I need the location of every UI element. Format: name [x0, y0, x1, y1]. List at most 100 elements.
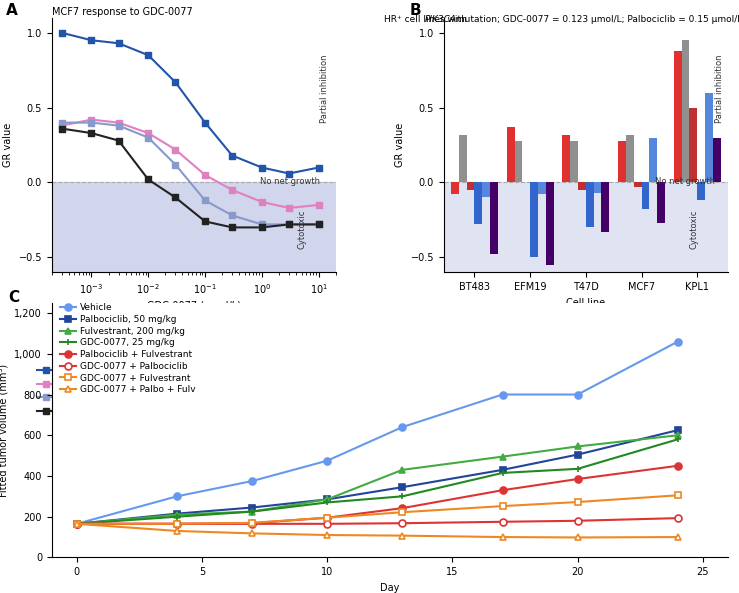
Line: GDC-0077, 25 mg/kg: GDC-0077, 25 mg/kg: [73, 436, 681, 527]
Bar: [681, 40, 689, 183]
Bar: [490, 183, 498, 254]
Bar: [705, 93, 713, 183]
Bar: [545, 183, 554, 265]
Text: No net growth: No net growth: [655, 177, 715, 186]
Point: [256, 219, 268, 229]
GDC-0077 + Palbociclib: [172, 520, 181, 527]
Bar: [689, 107, 698, 183]
Point: [200, 196, 211, 205]
Point: [283, 203, 295, 213]
Palbociclib + Fulvestrant: [248, 519, 256, 527]
Point: [313, 162, 324, 172]
Palbociclib, 50 mg/kg: [248, 504, 256, 511]
GDC-0077 + Fulvestrant: [172, 520, 181, 527]
Point: [143, 50, 154, 60]
GDC-0077 + Palbociclib: [72, 520, 81, 527]
X-axis label: Day: Day: [380, 583, 400, 592]
Palbociclib + Fulvestrant: [323, 514, 332, 521]
Bar: [474, 183, 483, 224]
Bar: [602, 183, 609, 232]
Bar: [586, 183, 593, 227]
Bar: [634, 183, 641, 187]
Vehicle: [323, 457, 332, 464]
Palbociclib + Fulvestrant: [673, 462, 682, 469]
GDC-0077 + Palbociclib: [323, 520, 332, 527]
GDC-0077 + Fulvestrant: [72, 520, 81, 527]
Bar: [571, 141, 578, 183]
Point: [112, 136, 124, 145]
GDC-0077 + Fulvestrant: [323, 514, 332, 521]
Line: Palbociclib, 50 mg/kg: Palbociclib, 50 mg/kg: [73, 427, 681, 527]
GDC-0077 + Fulvestrant: [398, 509, 406, 516]
Text: PIK3CA: PIK3CA: [425, 15, 457, 24]
Bar: [578, 183, 586, 190]
Legend: GDC-0077, GDC-0077 –E2, GDC-0077 + Palbociclib, GDC-0077 + Palbociclib –E2: GDC-0077, GDC-0077 –E2, GDC-0077 + Palbo…: [33, 348, 190, 419]
Bar: [530, 183, 538, 257]
Fulvestrant, 200 mg/kg: [573, 443, 582, 450]
Palbociclib + Fulvestrant: [573, 476, 582, 483]
Point: [86, 115, 98, 125]
GDC-0077 + Palbociclib: [573, 517, 582, 524]
Point: [226, 211, 238, 220]
Point: [143, 128, 154, 138]
Bar: [698, 183, 705, 200]
Point: [313, 219, 324, 229]
Vehicle: [573, 391, 582, 398]
Vehicle: [172, 493, 181, 500]
Palbociclib + Fulvestrant: [72, 520, 81, 527]
Bar: [562, 135, 571, 183]
GDC-0077, 25 mg/kg: [72, 520, 81, 527]
Point: [200, 216, 211, 226]
Vehicle: [398, 423, 406, 431]
Vehicle: [498, 391, 507, 398]
Point: [169, 160, 181, 169]
GDC-0077, 25 mg/kg: [248, 508, 256, 515]
Bar: [618, 141, 626, 183]
Palbociclib, 50 mg/kg: [72, 520, 81, 527]
Text: Cytotoxic: Cytotoxic: [297, 209, 306, 248]
Bar: [483, 183, 490, 197]
Vehicle: [673, 338, 682, 345]
Point: [86, 128, 98, 138]
Fulvestrant, 200 mg/kg: [673, 432, 682, 439]
Text: B: B: [409, 2, 421, 18]
Bar: [459, 135, 466, 183]
GDC-0077 + Palbo + Fulv: [398, 532, 406, 539]
Fulvestrant, 200 mg/kg: [172, 511, 181, 518]
Palbociclib, 50 mg/kg: [673, 426, 682, 433]
Bar: [650, 138, 657, 183]
Bar: [52, 183, 336, 272]
Bar: [657, 183, 665, 223]
GDC-0077, 25 mg/kg: [673, 436, 682, 443]
GDC-0077 + Palbo + Fulv: [172, 527, 181, 534]
Y-axis label: GR value: GR value: [3, 123, 13, 167]
Point: [169, 78, 181, 87]
Palbociclib + Fulvestrant: [498, 487, 507, 494]
Bar: [514, 141, 522, 183]
GDC-0077, 25 mg/kg: [398, 493, 406, 500]
Legend: Vehicle, Palbociclib, 50 mg/kg, Fulvestrant, 200 mg/kg, GDC-0077, 25 mg/kg, Palb: Vehicle, Palbociclib, 50 mg/kg, Fulvestr…: [56, 299, 199, 398]
Text: A: A: [6, 2, 18, 18]
Vehicle: [72, 520, 81, 527]
Point: [283, 219, 295, 229]
GDC-0077 + Palbo + Fulv: [323, 531, 332, 538]
Point: [169, 145, 181, 154]
Point: [56, 124, 68, 133]
Bar: [593, 183, 602, 193]
Text: Cytotoxic: Cytotoxic: [689, 209, 698, 248]
Point: [143, 175, 154, 184]
Bar: [444, 183, 728, 272]
Line: Palbociclib + Fulvestrant: Palbociclib + Fulvestrant: [73, 463, 681, 527]
Legend: Palbociclib, GDC-0077, GDC-0077 –E2, –E2, Palbociclib –E2, GDC-0077 + Palbocicli: Palbociclib, GDC-0077, GDC-0077 –E2, –E2…: [292, 348, 567, 393]
GDC-0077 + Palbociclib: [673, 515, 682, 522]
Point: [56, 121, 68, 130]
Line: GDC-0077 + Fulvestrant: GDC-0077 + Fulvestrant: [73, 492, 681, 527]
Y-axis label: Fitted tumor volume (mm³): Fitted tumor volume (mm³): [0, 364, 9, 497]
GDC-0077 + Palbo + Fulv: [72, 520, 81, 527]
GDC-0077 + Fulvestrant: [673, 492, 682, 499]
Point: [112, 121, 124, 130]
Vehicle: [248, 477, 256, 484]
Line: GDC-0077 + Palbociclib: GDC-0077 + Palbociclib: [73, 515, 681, 527]
Point: [112, 118, 124, 127]
Line: Vehicle: Vehicle: [73, 338, 681, 527]
